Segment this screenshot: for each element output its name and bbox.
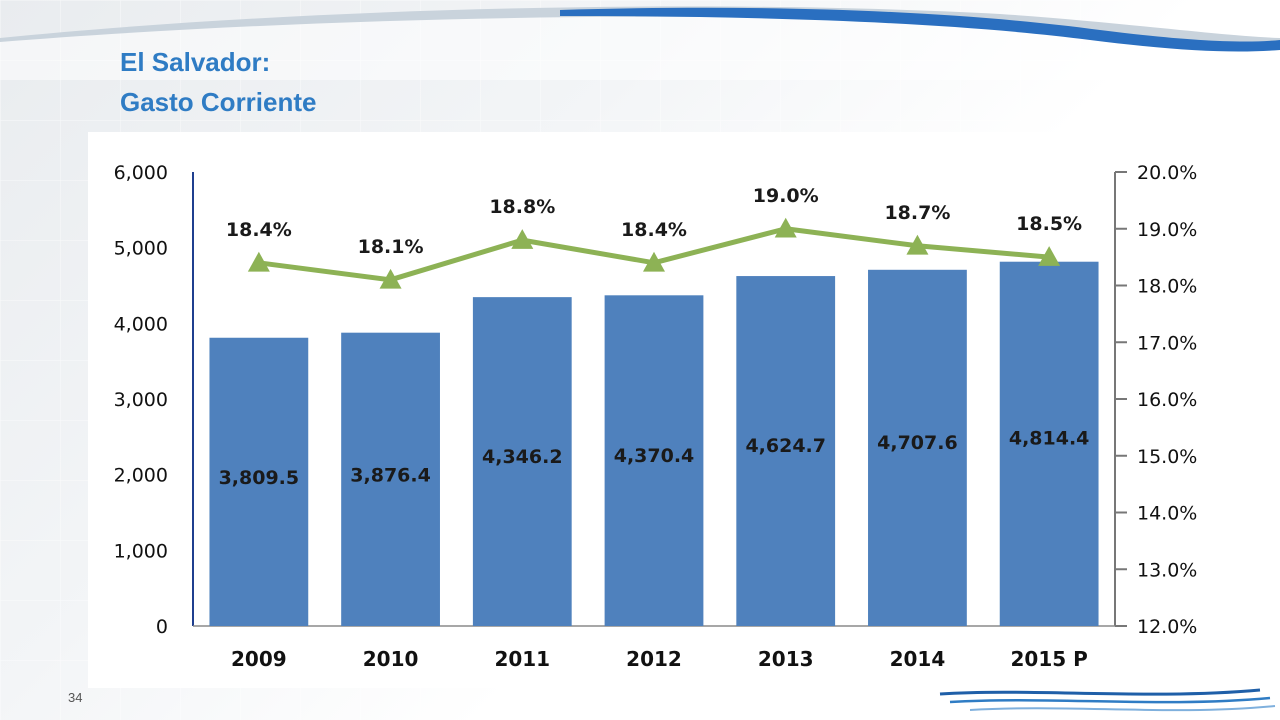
y-left-tick-label: 0 — [156, 616, 168, 638]
page-number: 34 — [68, 690, 83, 705]
y-left-tick-label: 1,000 — [114, 540, 168, 562]
y-left-tick-label: 2,000 — [114, 465, 168, 487]
bar-2015-P — [999, 261, 1099, 626]
y-right-tick-label: 13.0% — [1137, 559, 1197, 581]
combo-chart: 0 1,000 2,000 3,000 4,000 5,000 6,000 12.0% 13.0… — [114, 162, 1198, 671]
x-tick-label: 2013 — [758, 647, 814, 671]
x-tick-label: 2014 — [890, 647, 946, 671]
bar-2012 — [604, 295, 704, 626]
line-data-label: 18.4% — [226, 219, 292, 241]
bar-2013 — [736, 276, 836, 626]
y-right-tick-label: 18.0% — [1137, 276, 1197, 298]
line-marker — [1038, 246, 1061, 266]
top-wave-decoration — [0, 6, 1280, 80]
x-tick-label: 2012 — [626, 647, 682, 671]
y-right-tick-label: 16.0% — [1137, 389, 1197, 411]
bar-2010 — [341, 332, 440, 626]
line-data-label: 18.1% — [358, 236, 424, 258]
line-data-label: 18.5% — [1016, 213, 1082, 235]
bar-data-label: 4,814.4 — [1009, 428, 1090, 450]
y-left-tick-label: 6,000 — [114, 162, 168, 184]
y-left-tick-label: 3,000 — [114, 389, 168, 411]
x-tick-label: 2010 — [363, 647, 419, 671]
line-marker — [643, 251, 665, 272]
bar-data-label: 3,809.5 — [219, 467, 300, 489]
y-right-tick-label: 15.0% — [1137, 446, 1197, 468]
line-marker — [379, 268, 402, 289]
bottom-wave-decoration — [939, 688, 1276, 712]
line-data-label: 18.8% — [489, 196, 555, 218]
line-marker — [247, 251, 270, 272]
x-tick-label: 2011 — [494, 647, 550, 671]
bar-data-label: 4,624.7 — [745, 435, 826, 457]
y-right-tick-label: 20.0% — [1137, 162, 1197, 184]
y-left-tick-label: 4,000 — [114, 313, 168, 335]
bar-data-label: 4,707.6 — [877, 432, 958, 454]
bar-data-label: 3,876.4 — [350, 464, 431, 486]
slide-title-line-2: Gasto Corriente — [120, 87, 317, 117]
line-marker — [511, 229, 534, 249]
slide-title-line-1: El Salvador: — [120, 47, 271, 77]
line-data-label: 18.4% — [621, 219, 687, 241]
line-data-label: 18.7% — [884, 202, 950, 224]
y-right-tick-label: 12.0% — [1137, 616, 1197, 638]
bar-2009 — [209, 337, 309, 626]
line-data-label: 19.0% — [753, 185, 819, 207]
bar-data-label: 4,346.2 — [482, 446, 563, 468]
y-left-tick-label: 5,000 — [114, 238, 168, 260]
x-tick-label: 2009 — [231, 647, 287, 671]
slide-title: El Salvador: Gasto Corriente — [120, 42, 317, 122]
x-tick-label: 2015 P — [1010, 647, 1087, 671]
y-right-tick-label: 17.0% — [1137, 332, 1197, 354]
y-right-tick-label: 14.0% — [1137, 503, 1197, 525]
line-marker — [774, 217, 797, 238]
chart-panel: 0 1,000 2,000 3,000 4,000 5,000 6,000 12.0% 13.0… — [88, 132, 1280, 688]
bar-data-label: 4,370.4 — [614, 445, 695, 467]
bar-2014 — [868, 269, 967, 626]
bar-2011 — [472, 297, 572, 626]
line-marker — [906, 234, 929, 255]
y-right-tick-label: 19.0% — [1137, 219, 1197, 241]
